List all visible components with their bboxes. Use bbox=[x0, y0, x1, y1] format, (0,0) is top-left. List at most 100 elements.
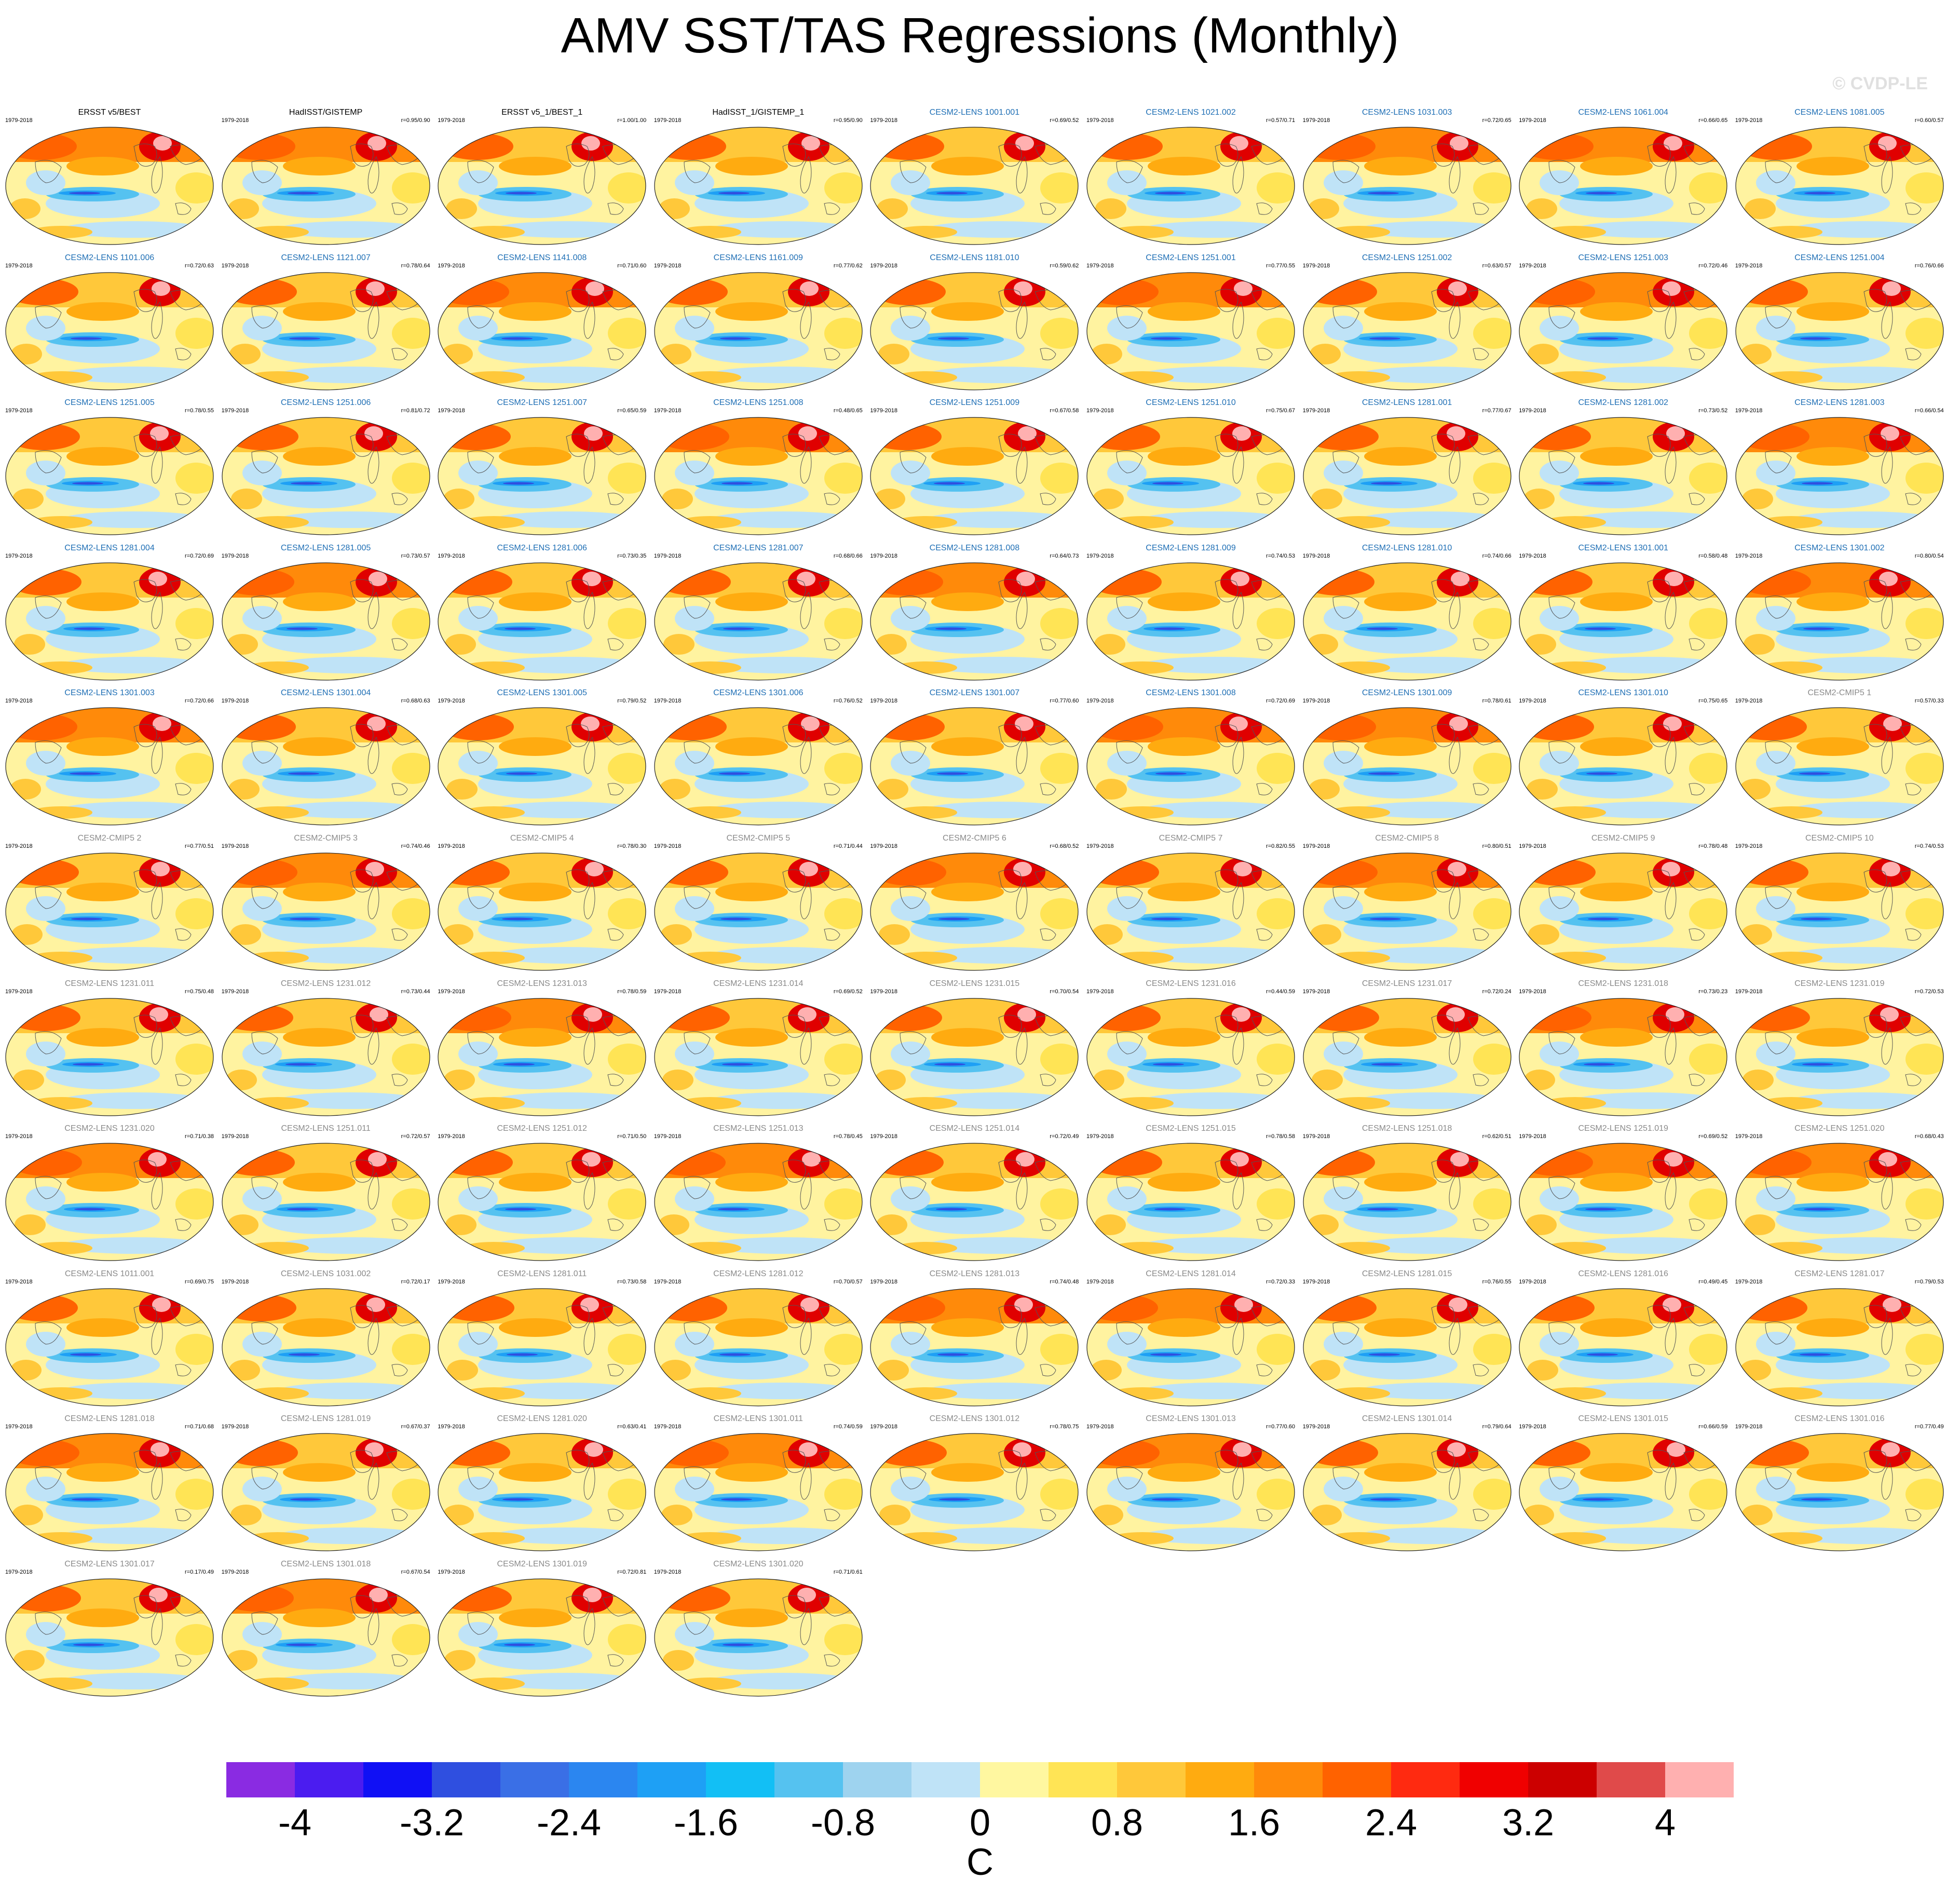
colorbar-swatch bbox=[500, 1762, 569, 1797]
panel-correlation: r=0.74/0.53 bbox=[1914, 843, 1944, 849]
colorbar-swatch bbox=[637, 1762, 706, 1797]
panel-title: CESM2-LENS 1231.017 bbox=[1362, 979, 1452, 988]
map-panel: CESM2-LENS 1251.019 1979-2018 r=0.69/0.52 bbox=[1517, 1124, 1730, 1263]
panel-correlation: r=0.68/0.43 bbox=[1914, 1133, 1944, 1140]
panel-period: 1979-2018 bbox=[438, 1278, 465, 1285]
panel-period: 1979-2018 bbox=[1735, 988, 1763, 995]
panel-period: 1979-2018 bbox=[1302, 698, 1330, 705]
regression-map bbox=[1519, 853, 1727, 971]
panel-title: CESM2-LENS 1251.011 bbox=[281, 1124, 371, 1133]
panel-title: CESM2-LENS 1251.007 bbox=[497, 398, 587, 408]
panel-period: 1979-2018 bbox=[1735, 843, 1763, 849]
panel-period: 1979-2018 bbox=[870, 988, 897, 995]
regression-map bbox=[438, 997, 646, 1116]
panel-title: CESM2-LENS 1281.015 bbox=[1362, 1269, 1452, 1278]
panel-correlation: r=0.78/0.64 bbox=[401, 262, 430, 269]
regression-map bbox=[1735, 1288, 1944, 1406]
panel-correlation: r=0.74/0.66 bbox=[1482, 552, 1512, 559]
regression-map bbox=[1519, 707, 1727, 826]
panel-title: CESM2-LENS 1251.013 bbox=[713, 1124, 804, 1133]
panel-title: CESM2-LENS 1031.003 bbox=[1362, 108, 1452, 117]
colorbar-tick-label: -2.4 bbox=[536, 1802, 602, 1844]
regression-map bbox=[5, 853, 214, 971]
regression-map bbox=[221, 417, 430, 535]
map-panel: CESM2-LENS 1281.017 1979-2018 r=0.79/0.53 bbox=[1733, 1269, 1946, 1409]
regression-map bbox=[1735, 562, 1944, 681]
regression-map bbox=[1302, 997, 1512, 1116]
map-panel: CESM2-LENS 1301.010 1979-2018 r=0.75/0.65 bbox=[1517, 688, 1730, 828]
regression-map bbox=[1086, 853, 1295, 971]
regression-map bbox=[654, 1578, 863, 1697]
panel-correlation: r=0.76/0.55 bbox=[1482, 1278, 1512, 1285]
panel-correlation: r=0.76/0.66 bbox=[1914, 262, 1944, 269]
panel-period: 1979-2018 bbox=[1519, 698, 1546, 705]
regression-map bbox=[1302, 127, 1512, 245]
regression-map bbox=[1086, 127, 1295, 245]
map-panel: CESM2-LENS 1101.006 1979-2018 r=0.72/0.63 bbox=[3, 253, 216, 393]
panel-correlation: r=0.72/0.63 bbox=[185, 262, 214, 269]
map-panel: CESM2-LENS 1231.012 1979-2018 r=0.73/0.44 bbox=[220, 979, 432, 1118]
panel-period: 1979-2018 bbox=[1735, 1133, 1763, 1140]
map-panel: CESM2-LENS 1281.015 1979-2018 r=0.76/0.55 bbox=[1301, 1269, 1514, 1409]
panel-period: 1979-2018 bbox=[1302, 843, 1330, 849]
panel-period: 1979-2018 bbox=[870, 698, 897, 705]
map-panel: CESM2-LENS 1251.006 1979-2018 r=0.81/0.72 bbox=[220, 398, 432, 537]
map-panel: CESM2-CMIP5 8 1979-2018 r=0.80/0.51 bbox=[1301, 834, 1514, 973]
map-panel: CESM2-LENS 1231.015 1979-2018 r=0.70/0.54 bbox=[868, 979, 1081, 1118]
panel-correlation: r=0.71/0.61 bbox=[833, 1569, 863, 1575]
colorbar-swatch bbox=[1528, 1762, 1597, 1797]
regression-map bbox=[221, 562, 430, 681]
regression-map bbox=[221, 853, 430, 971]
colorbar-swatch bbox=[569, 1762, 638, 1797]
panel-title: CESM2-LENS 1181.010 bbox=[930, 253, 1019, 262]
map-panel: CESM2-CMIP5 4 1979-2018 r=0.78/0.30 bbox=[435, 834, 648, 973]
regression-map bbox=[1735, 707, 1944, 826]
panel-correlation: r=0.77/0.51 bbox=[185, 843, 214, 849]
panel-correlation: r=0.75/0.67 bbox=[1266, 408, 1295, 414]
colorbar-tick-label: 0.8 bbox=[1091, 1802, 1144, 1844]
map-panel: CESM2-LENS 1281.019 1979-2018 r=0.67/0.37 bbox=[220, 1414, 432, 1553]
panel-period: 1979-2018 bbox=[654, 408, 682, 414]
map-panel: CESM2-LENS 1301.005 1979-2018 r=0.79/0.52 bbox=[435, 688, 648, 828]
panel-period: 1979-2018 bbox=[1519, 262, 1546, 269]
panel-correlation: r=0.66/0.54 bbox=[1914, 408, 1944, 414]
map-panel: CESM2-LENS 1031.002 1979-2018 r=0.72/0.17 bbox=[220, 1269, 432, 1409]
map-panel: CESM2-LENS 1001.001 1979-2018 r=0.69/0.52 bbox=[868, 108, 1081, 247]
panel-correlation: r=0.78/0.45 bbox=[833, 1133, 863, 1140]
panel-period: 1979-2018 bbox=[1302, 1424, 1330, 1430]
regression-map bbox=[1735, 127, 1944, 245]
map-panel: CESM2-LENS 1281.008 1979-2018 r=0.64/0.73 bbox=[868, 544, 1081, 683]
panel-correlation: r=0.72/0.46 bbox=[1698, 262, 1728, 269]
regression-map bbox=[5, 997, 214, 1116]
panel-title: CESM2-CMIP5 4 bbox=[510, 834, 574, 843]
map-panel: CESM2-LENS 1251.004 1979-2018 r=0.76/0.66 bbox=[1733, 253, 1946, 393]
map-panel: HadISST_1/GISTEMP_1 1979-2018 r=0.95/0.90 bbox=[652, 108, 865, 247]
regression-map bbox=[221, 1433, 430, 1551]
panel-title: CESM2-LENS 1031.002 bbox=[280, 1269, 371, 1278]
panel-correlation: r=0.73/0.23 bbox=[1698, 988, 1728, 995]
panel-title: CESM2-LENS 1301.006 bbox=[713, 688, 804, 698]
map-panel: CESM2-LENS 1251.010 1979-2018 r=0.75/0.67 bbox=[1084, 398, 1297, 537]
map-panel: CESM2-CMIP5 7 1979-2018 r=0.82/0.55 bbox=[1084, 834, 1297, 973]
panel-period: 1979-2018 bbox=[870, 408, 897, 414]
panel-correlation: r=0.67/0.58 bbox=[1050, 408, 1079, 414]
regression-map bbox=[5, 1578, 214, 1697]
map-panel: CESM2-LENS 1021.002 1979-2018 r=0.57/0.71 bbox=[1084, 108, 1297, 247]
map-panel: CESM2-LENS 1181.010 1979-2018 r=0.59/0.62 bbox=[868, 253, 1081, 393]
colorbar-tick-label: -0.8 bbox=[810, 1802, 876, 1844]
map-panel: CESM2-LENS 1301.018 1979-2018 r=0.67/0.54 bbox=[220, 1560, 432, 1699]
regression-map bbox=[1302, 562, 1512, 681]
colorbar-tick-label: 4 bbox=[1654, 1802, 1676, 1844]
panel-title: CESM2-LENS 1231.014 bbox=[713, 979, 804, 988]
panel-title: CESM2-CMIP5 6 bbox=[943, 834, 1006, 843]
regression-map bbox=[1302, 417, 1512, 535]
panel-correlation: r=0.76/0.52 bbox=[833, 698, 863, 705]
map-panel: CESM2-LENS 1281.005 1979-2018 r=0.73/0.57 bbox=[220, 544, 432, 683]
panel-correlation: r=0.67/0.54 bbox=[401, 1569, 430, 1575]
map-panel: CESM2-LENS 1281.003 1979-2018 r=0.66/0.54 bbox=[1733, 398, 1946, 537]
regression-map bbox=[1519, 1288, 1727, 1406]
panel-title: CESM2-LENS 1001.001 bbox=[929, 108, 1020, 117]
regression-map bbox=[438, 1578, 646, 1697]
regression-map bbox=[1086, 1143, 1295, 1261]
panel-correlation: r=0.75/0.65 bbox=[1698, 698, 1728, 705]
